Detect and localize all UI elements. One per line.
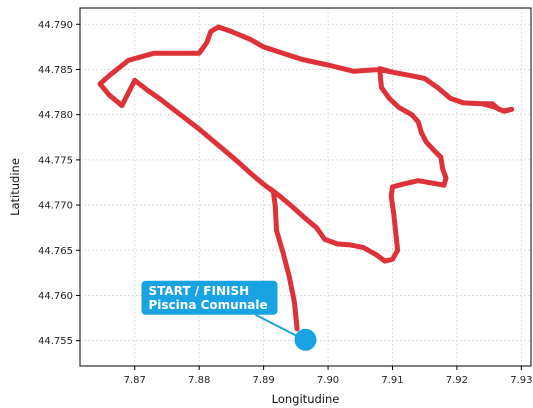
x-tick-label: 7.87 [124, 375, 146, 386]
y-tick-label: 44.760 [38, 291, 73, 302]
y-tick-label: 44.755 [38, 336, 73, 347]
y-tick-label: 44.770 [38, 201, 73, 212]
plot-frame [79, 7, 532, 367]
annotation-box [141, 280, 278, 315]
y-tick-label: 44.765 [38, 246, 73, 257]
x-axis-label: Longitudine [272, 392, 340, 406]
route-layer [97, 24, 515, 332]
annotation-leader-line [255, 313, 297, 337]
y-tick-label: 44.785 [38, 65, 73, 76]
y-axis-label: Latitudine [8, 158, 22, 216]
x-tick-label: 7.93 [510, 375, 532, 386]
start-finish-marker [294, 328, 317, 351]
route-line [97, 24, 515, 332]
x-tick-label: 7.92 [446, 375, 468, 386]
x-tick-label: 7.91 [381, 375, 403, 386]
ticks-layer: 7.87 7.88 7.89 7.90 7.91 7.92 7.93 44.755 44.760… [38, 20, 532, 386]
annotation-text-line-2: Piscina Comunale [149, 298, 268, 312]
x-tick-label: 7.88 [188, 375, 210, 386]
x-tick-label: 7.90 [317, 375, 339, 386]
marker-layer [294, 328, 317, 351]
y-tick-label: 44.790 [38, 20, 73, 31]
annotation-text-line-1: START / FINISH [149, 284, 250, 298]
start-finish-annotation: START / FINISH Piscina Comunale [141, 280, 297, 337]
x-tick-label: 7.89 [252, 375, 274, 386]
y-tick-label: 44.780 [38, 110, 73, 121]
y-tick-label: 44.775 [38, 155, 73, 166]
